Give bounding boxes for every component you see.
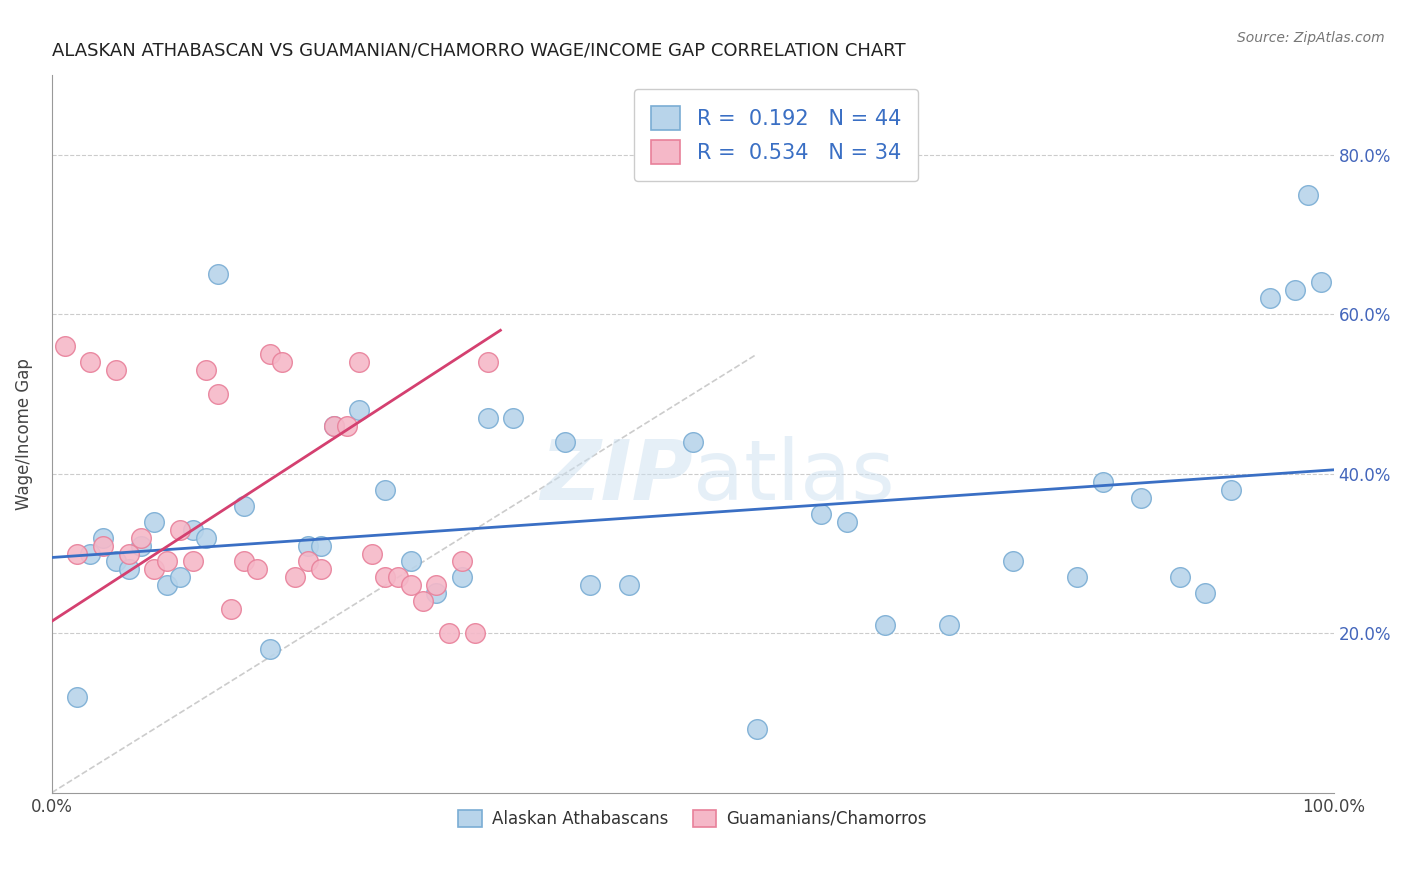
- Point: [143, 515, 166, 529]
- Point: [207, 387, 229, 401]
- Point: [349, 355, 371, 369]
- Y-axis label: Wage/Income Gap: Wage/Income Gap: [15, 358, 32, 510]
- Point: [233, 499, 256, 513]
- Point: [835, 515, 858, 529]
- Point: [1258, 292, 1281, 306]
- Point: [451, 554, 474, 568]
- Point: [66, 690, 89, 704]
- Point: [1091, 475, 1114, 489]
- Point: [53, 339, 76, 353]
- Point: [79, 547, 101, 561]
- Point: [1168, 570, 1191, 584]
- Point: [156, 578, 179, 592]
- Point: [810, 507, 832, 521]
- Point: [246, 562, 269, 576]
- Point: [66, 547, 89, 561]
- Point: [233, 554, 256, 568]
- Point: [131, 539, 153, 553]
- Point: [169, 523, 191, 537]
- Point: [938, 618, 960, 632]
- Point: [271, 355, 294, 369]
- Point: [477, 411, 499, 425]
- Point: [156, 554, 179, 568]
- Point: [322, 419, 344, 434]
- Point: [143, 562, 166, 576]
- Text: ZIP: ZIP: [540, 436, 693, 517]
- Point: [425, 578, 447, 592]
- Point: [1296, 187, 1319, 202]
- Point: [297, 554, 319, 568]
- Point: [399, 554, 422, 568]
- Text: Source: ZipAtlas.com: Source: ZipAtlas.com: [1237, 31, 1385, 45]
- Point: [207, 268, 229, 282]
- Point: [1130, 491, 1153, 505]
- Point: [451, 570, 474, 584]
- Point: [579, 578, 602, 592]
- Point: [79, 355, 101, 369]
- Point: [464, 626, 486, 640]
- Point: [399, 578, 422, 592]
- Point: [387, 570, 409, 584]
- Point: [181, 523, 204, 537]
- Point: [361, 547, 384, 561]
- Text: atlas: atlas: [693, 436, 894, 517]
- Point: [1002, 554, 1025, 568]
- Point: [682, 434, 704, 449]
- Point: [1194, 586, 1216, 600]
- Point: [425, 586, 447, 600]
- Point: [169, 570, 191, 584]
- Point: [118, 547, 141, 561]
- Point: [745, 722, 768, 736]
- Point: [104, 554, 127, 568]
- Point: [349, 403, 371, 417]
- Point: [194, 363, 217, 377]
- Point: [284, 570, 307, 584]
- Point: [1309, 276, 1331, 290]
- Point: [412, 594, 434, 608]
- Point: [873, 618, 896, 632]
- Point: [91, 539, 114, 553]
- Point: [1220, 483, 1243, 497]
- Point: [322, 419, 344, 434]
- Point: [336, 419, 359, 434]
- Point: [219, 602, 242, 616]
- Point: [259, 642, 281, 657]
- Point: [617, 578, 640, 592]
- Point: [477, 355, 499, 369]
- Point: [181, 554, 204, 568]
- Point: [1284, 284, 1306, 298]
- Point: [437, 626, 460, 640]
- Point: [297, 539, 319, 553]
- Point: [91, 531, 114, 545]
- Point: [309, 539, 332, 553]
- Legend: Alaskan Athabascans, Guamanians/Chamorros: Alaskan Athabascans, Guamanians/Chamorro…: [451, 803, 934, 835]
- Point: [104, 363, 127, 377]
- Point: [194, 531, 217, 545]
- Point: [259, 347, 281, 361]
- Point: [309, 562, 332, 576]
- Point: [553, 434, 575, 449]
- Point: [118, 562, 141, 576]
- Point: [374, 483, 396, 497]
- Point: [374, 570, 396, 584]
- Text: ALASKAN ATHABASCAN VS GUAMANIAN/CHAMORRO WAGE/INCOME GAP CORRELATION CHART: ALASKAN ATHABASCAN VS GUAMANIAN/CHAMORRO…: [52, 42, 905, 60]
- Point: [1066, 570, 1088, 584]
- Point: [131, 531, 153, 545]
- Point: [502, 411, 524, 425]
